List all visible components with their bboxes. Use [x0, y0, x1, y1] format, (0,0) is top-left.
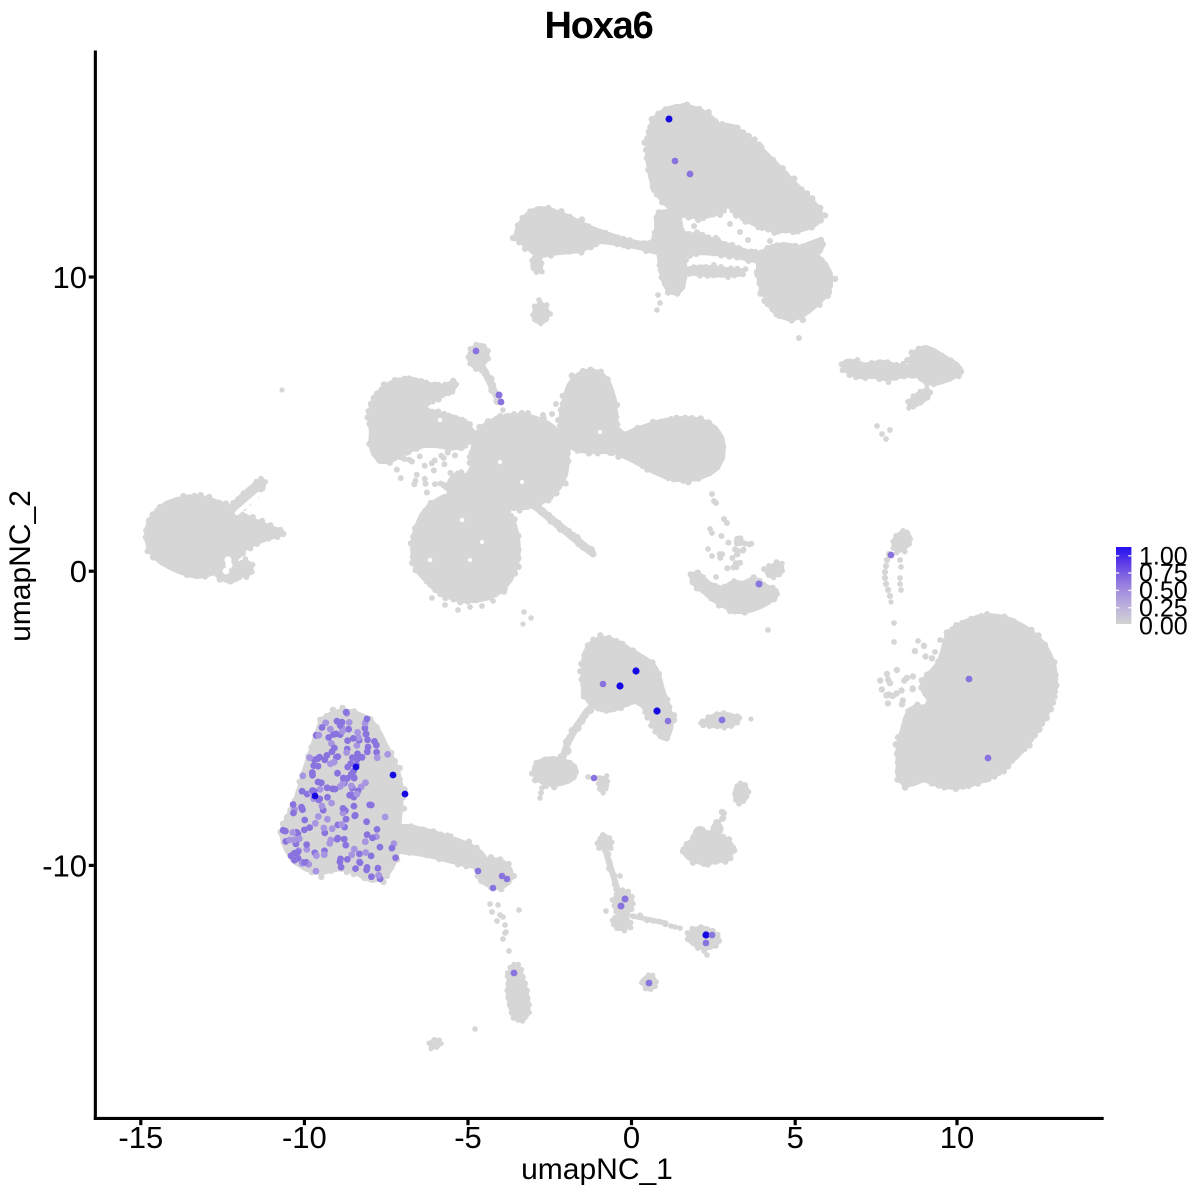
svg-text:umapNC_1: umapNC_1: [521, 1153, 673, 1186]
svg-text:0.25: 0.25: [1139, 594, 1188, 622]
svg-text:0.50: 0.50: [1139, 577, 1188, 605]
svg-text:0: 0: [70, 554, 87, 589]
svg-text:Hoxa6: Hoxa6: [544, 5, 652, 47]
svg-text:0.75: 0.75: [1139, 560, 1188, 588]
svg-text:-10: -10: [42, 848, 87, 883]
svg-text:5: 5: [787, 1120, 804, 1155]
svg-text:1.00: 1.00: [1139, 543, 1188, 571]
svg-text:umapNC_2: umapNC_2: [4, 490, 37, 642]
svg-text:0.00: 0.00: [1139, 613, 1188, 641]
svg-text:-5: -5: [454, 1120, 482, 1155]
svg-text:0: 0: [623, 1120, 640, 1155]
svg-text:10: 10: [53, 260, 87, 295]
svg-text:-15: -15: [118, 1120, 163, 1155]
svg-text:10: 10: [940, 1120, 974, 1155]
svg-text:-10: -10: [282, 1120, 327, 1155]
